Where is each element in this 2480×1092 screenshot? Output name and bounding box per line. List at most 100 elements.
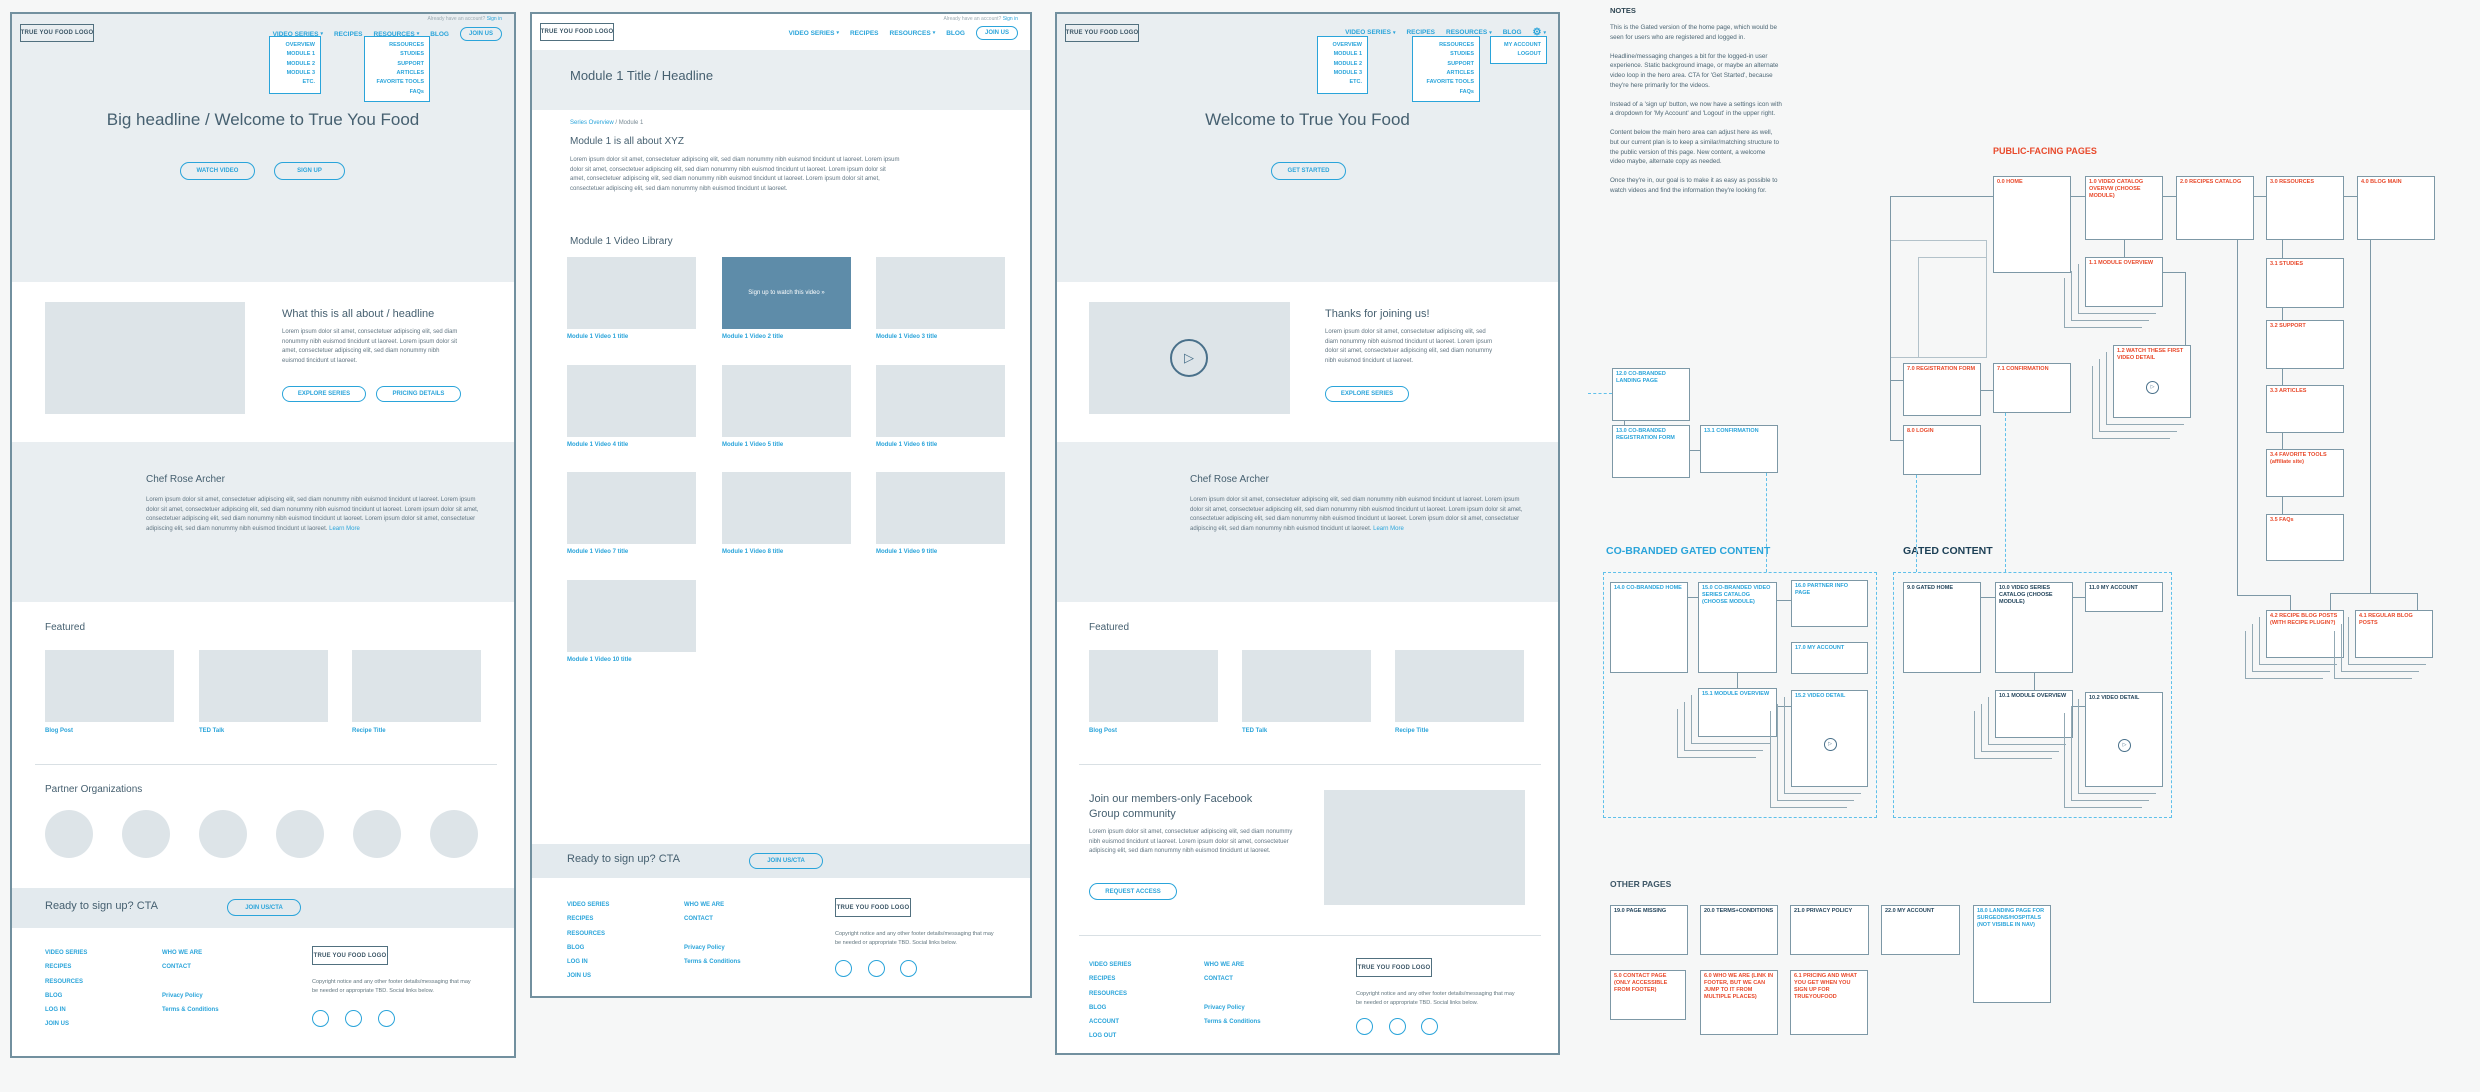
dropdown-item[interactable]: MY ACCOUNT [1504,42,1541,48]
video-title-link[interactable]: Module 1 Video 1 title [567,334,629,340]
social-link-icon[interactable] [1356,1018,1373,1035]
watch-video-button[interactable]: WATCH VIDEO [180,162,255,180]
resources-dropdown[interactable]: RESOURCES STUDIES SUPPORT ARTICLES FAVORITE … [1412,36,1480,102]
nav-item-resources[interactable]: RESOURCES ▾ [890,30,936,37]
footer-link[interactable]: CONTACT [162,964,191,971]
dropdown-item[interactable]: LOGOUT [1517,51,1541,58]
footer-link[interactable]: ACCOUNT [1089,1019,1119,1026]
social-link-icon[interactable] [1389,1018,1406,1035]
request-access-button[interactable]: REQUEST ACCESS [1089,883,1177,900]
video-title-link[interactable]: Module 1 Video 2 title [722,334,784,340]
video-thumbnail[interactable] [722,472,851,544]
nav-item-video-series[interactable]: VIDEO SERIES ▾ [273,31,323,38]
sign-up-button[interactable]: SIGN UP [274,162,345,180]
play-icon[interactable]: ▷ [1170,339,1208,377]
social-link-icon[interactable] [868,960,885,977]
footer-link[interactable]: VIDEO SERIES [45,950,88,956]
footer-logo[interactable]: TRUE YOU FOOD LOGO [1356,958,1432,977]
footer-link[interactable]: VIDEO SERIES [1089,962,1132,968]
social-link-icon[interactable] [312,1010,329,1027]
video-title-link[interactable]: Module 1 Video 8 title [722,549,784,555]
footer-link[interactable]: Terms & Conditions [1204,1019,1261,1026]
video-title-link[interactable]: Module 1 Video 9 title [876,549,938,555]
nav-item-resources[interactable]: RESOURCES ▾ [1446,29,1492,36]
featured-item-link[interactable]: TED Talk [1242,728,1268,734]
video-thumbnail[interactable] [876,472,1005,544]
footer-link[interactable]: RESOURCES [45,978,84,985]
dropdown-item[interactable]: MODULE 3 [286,70,315,77]
nav-item-video-series[interactable]: VIDEO SERIES ▾ [789,30,839,37]
explore-series-button[interactable]: EXPLORE SERIES [282,386,366,402]
footer-link[interactable]: Terms & Conditions [162,1007,219,1014]
footer-link[interactable]: VIDEO SERIES [567,902,610,908]
footer-link[interactable]: BLOG [567,944,585,951]
dropdown-item[interactable]: MODULE 1 [286,51,315,58]
signin-link[interactable]: Sign in [1002,16,1018,22]
dropdown-item[interactable]: FAVORITE TOOLS [1426,79,1474,86]
learn-more-link[interactable]: Learn More [1373,525,1404,532]
video-thumbnail[interactable] [876,365,1005,437]
featured-item-link[interactable]: Recipe Title [1395,728,1429,734]
footer-link[interactable]: Privacy Policy [1204,1005,1245,1011]
dropdown-item[interactable]: FAQs [409,88,424,95]
video-title-link[interactable]: Module 1 Video 5 title [722,442,784,448]
dropdown-item[interactable]: MODULE 3 [1333,70,1362,77]
account-dropdown[interactable]: MY ACCOUNT LOGOUT [1490,36,1547,64]
dropdown-item[interactable]: STUDIES [1450,51,1474,58]
video-thumbnail[interactable] [567,580,696,652]
locked-video-tile[interactable]: Sign up to watch this video » [722,257,851,329]
explore-series-button[interactable]: EXPLORE SERIES [1325,386,1409,402]
featured-thumbnail[interactable] [1242,650,1371,722]
join-us-button[interactable]: JOIN US [975,26,1018,40]
featured-item-link[interactable]: Blog Post [1089,728,1117,734]
video-thumbnail[interactable] [722,365,851,437]
footer-link[interactable]: RECIPES [567,916,594,923]
pricing-details-button[interactable]: PRICING DETAILS [376,386,461,402]
dropdown-item[interactable]: ETC. [1349,79,1362,86]
footer-link[interactable]: CONTACT [684,916,713,923]
footer-link[interactable]: RESOURCES [1089,990,1128,997]
resources-dropdown[interactable]: RESOURCES STUDIES SUPPORT ARTICLES FAVORITE … [364,36,430,102]
dropdown-item[interactable]: RESOURCES [389,42,424,48]
featured-item-link[interactable]: Blog Post [45,728,73,734]
footer-link[interactable]: LOG IN [45,1007,66,1014]
get-started-button[interactable]: GET STARTED [1271,162,1346,180]
footer-link[interactable]: JOIN US [45,1021,70,1028]
featured-thumbnail[interactable] [1395,650,1524,722]
footer-logo[interactable]: TRUE YOU FOOD LOGO [835,898,911,917]
nav-item-recipes[interactable]: RECIPES [334,31,363,38]
logo[interactable]: TRUE YOU FOOD LOGO [1065,24,1139,42]
footer-link[interactable]: Privacy Policy [684,945,725,951]
featured-thumbnail[interactable] [199,650,328,722]
footer-link[interactable]: RESOURCES [567,930,606,937]
video-thumbnail[interactable] [567,472,696,544]
featured-thumbnail[interactable] [352,650,481,722]
featured-item-link[interactable]: Recipe Title [352,728,386,734]
join-us-cta-button[interactable]: JOIN US/CTA [749,853,823,869]
social-link-icon[interactable] [900,960,917,977]
dropdown-item[interactable]: SUPPORT [1447,60,1474,67]
social-link-icon[interactable] [1421,1018,1438,1035]
footer-link[interactable]: WHO WE ARE [162,950,203,956]
dropdown-item[interactable]: ARTICLES [396,70,425,77]
featured-thumbnail[interactable] [1089,650,1218,722]
social-link-icon[interactable] [378,1010,395,1027]
dropdown-item[interactable]: ETC. [302,79,315,86]
dropdown-item[interactable]: SUPPORT [397,60,424,67]
footer-link[interactable]: WHO WE ARE [684,902,725,908]
breadcrumb-link[interactable]: Series Overview [570,120,614,126]
nav-item-blog[interactable]: BLOG [946,30,965,37]
footer-link[interactable]: BLOG [45,992,63,999]
logo[interactable]: TRUE YOU FOOD LOGO [540,23,614,41]
footer-link[interactable]: Privacy Policy [162,993,203,999]
dropdown-item[interactable]: OVERVIEW [285,42,315,48]
video-title-link[interactable]: Module 1 Video 3 title [876,334,938,340]
video-series-dropdown[interactable]: OVERVIEW MODULE 1 MODULE 2 MODULE 3 ETC. [269,36,321,94]
video-title-link[interactable]: Module 1 Video 4 title [567,442,629,448]
footer-link[interactable]: RECIPES [1089,976,1116,983]
nav-item-blog[interactable]: BLOG [1503,29,1522,36]
footer-logo[interactable]: TRUE YOU FOOD LOGO [312,946,388,965]
dropdown-item[interactable]: MODULE 2 [286,60,315,67]
join-us-cta-button[interactable]: JOIN US/CTA [227,899,301,916]
social-link-icon[interactable] [835,960,852,977]
